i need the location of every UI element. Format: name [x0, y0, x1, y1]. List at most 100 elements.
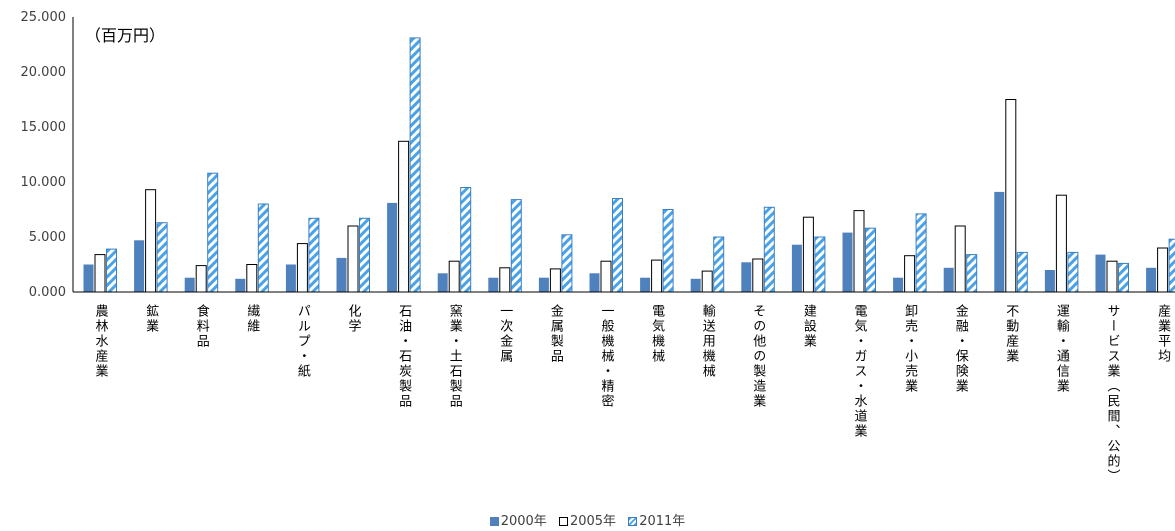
bar-2011 — [865, 227, 876, 293]
category-label: 農林水産業 — [93, 304, 109, 379]
legend-label-2011: 2011年 — [639, 514, 686, 529]
legend-label-2000: 2000年 — [500, 514, 547, 529]
bar-2005 — [246, 264, 258, 293]
unit-label: （百万円） — [85, 26, 166, 45]
bar-2011 — [359, 217, 370, 293]
category-label: 化学 — [346, 304, 362, 334]
bar-2011 — [510, 199, 522, 293]
bar-2011 — [763, 206, 775, 293]
legend-item-2000: 2000年 — [489, 510, 547, 529]
category-label: 産業平均 — [1155, 303, 1171, 364]
bar-2011 — [207, 172, 219, 293]
legend-swatch-2005 — [558, 517, 568, 526]
bar-2005 — [195, 265, 207, 293]
bar-2011 — [156, 222, 168, 293]
category-label: パルプ・紙 — [295, 304, 311, 379]
bar-2000 — [1146, 267, 1157, 292]
bar-2011 — [1118, 262, 1129, 293]
bar-2005 — [802, 216, 814, 293]
bar-2011 — [257, 203, 269, 293]
legend-label-2005: 2005年 — [569, 514, 617, 529]
bar-2000 — [791, 244, 802, 292]
bar-2011 — [966, 254, 978, 293]
bar-2005 — [549, 268, 561, 293]
bar-2005 — [145, 189, 157, 293]
category-label: 石油・石炭製品 — [396, 304, 412, 409]
category-label: 金属製品 — [548, 303, 564, 364]
y-tick-label: 10.000 — [21, 175, 67, 190]
bar-2000 — [842, 232, 853, 292]
bar-2011 — [662, 209, 674, 293]
bar-2005 — [448, 260, 460, 293]
bar-2011 — [1016, 251, 1028, 293]
category-label: 一次金属 — [497, 304, 513, 364]
y-tick-label: 5.000 — [29, 230, 66, 245]
bar-2000 — [83, 264, 94, 292]
category-label: 一般機械・精密 — [599, 304, 615, 409]
legend-item-2005: 2005年 — [558, 510, 617, 529]
legend-swatch-2000 — [489, 517, 499, 526]
bar-2000 — [336, 257, 347, 292]
category-label: 鉱業 — [143, 303, 159, 334]
bar-2011 — [713, 236, 725, 293]
category-label: 卸売・小売業 — [902, 303, 918, 394]
category-label: 繊維 — [244, 303, 259, 334]
bar-2011 — [1168, 238, 1175, 293]
bar-2005 — [853, 210, 865, 293]
bar-2011 — [814, 236, 826, 293]
bar-2005 — [499, 267, 511, 293]
bar-2011 — [308, 217, 320, 293]
bar-2011 — [561, 234, 573, 293]
bar-2000 — [387, 202, 398, 292]
bar-2011 — [915, 213, 927, 293]
bar-2011 — [409, 37, 421, 293]
bar-2005 — [1055, 194, 1067, 293]
bar-2000 — [589, 273, 600, 292]
category-label: 建設業 — [801, 304, 817, 349]
bar-2000 — [538, 277, 549, 292]
bar-2005 — [701, 270, 713, 293]
category-label: 不動産業 — [1003, 304, 1019, 364]
category-label: 輸送用機械 — [700, 304, 716, 379]
bar-2011 — [460, 187, 472, 293]
bar-2000 — [488, 277, 499, 292]
category-label: 電気機械 — [649, 304, 665, 364]
y-tick-label: 0.000 — [29, 285, 66, 300]
bar-2005 — [1157, 247, 1169, 293]
y-tick-label: 25.000 — [21, 10, 67, 25]
bar-2000 — [134, 240, 145, 292]
category-label: 金融・保険業 — [953, 303, 969, 394]
bar-2011 — [612, 198, 623, 293]
bar-2005 — [600, 260, 612, 293]
legend-item-2011: 2011年 — [628, 510, 685, 529]
category-label: 窯業・土石製品 — [447, 304, 463, 409]
category-label: 運輸・通信業 — [1054, 304, 1070, 394]
bar-2000 — [437, 273, 448, 292]
bar-2011 — [106, 248, 117, 293]
y-tick-label: 20.000 — [21, 65, 67, 80]
y-tick-label: 15.000 — [21, 120, 67, 135]
bar-2005 — [651, 259, 663, 293]
legend-swatch-2011 — [628, 517, 638, 526]
bar-2000 — [184, 277, 195, 292]
bar-2005 — [752, 258, 764, 293]
bar-2000 — [235, 278, 246, 292]
bar-2000 — [943, 267, 954, 292]
bar-2005 — [398, 140, 410, 293]
bar-2000 — [741, 262, 752, 292]
bar-2005 — [954, 225, 966, 293]
bar-2005 — [347, 225, 359, 293]
bar-2000 — [1095, 254, 1106, 292]
bar-2005 — [904, 255, 916, 293]
bar-2000 — [690, 278, 701, 292]
category-label: サービス業（民間、公的） — [1105, 304, 1121, 484]
bar-2000 — [640, 277, 651, 292]
bar-2011 — [1067, 251, 1079, 293]
bar-2000 — [893, 277, 904, 292]
bar-2005 — [1005, 99, 1017, 293]
bar-2005 — [1106, 260, 1118, 293]
bar-2000 — [994, 191, 1005, 292]
bar-2000 — [1044, 270, 1055, 292]
bar-2005 — [296, 243, 308, 293]
